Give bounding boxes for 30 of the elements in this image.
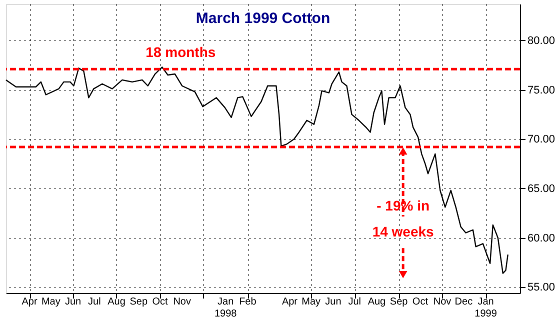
x-tick-label: Feb (239, 296, 257, 308)
x-tick-label: May (302, 296, 321, 308)
x-tick-label: Aug (108, 296, 126, 308)
annotation: 14 weeks (372, 223, 434, 240)
y-tick-label: 60.00 (528, 232, 556, 244)
x-tick-label: Apr (282, 296, 298, 308)
y-tick-label: 75.00 (528, 84, 556, 96)
x-tick-label: Apr (22, 296, 38, 308)
chart-title: March 1999 Cotton (196, 10, 330, 27)
x-tick-label: Sep (390, 296, 408, 308)
x-tick-label: May (41, 296, 60, 308)
x-tick-label: Jan 1998 (214, 296, 238, 320)
y-tick-label: 55.00 (528, 282, 556, 294)
x-tick-label: Nov (433, 296, 452, 308)
x-tick-label: Jun (64, 296, 82, 308)
x-tick-label: Aug (368, 296, 386, 308)
annotation: - 19% in (376, 197, 430, 214)
x-tick-label: Jul (88, 296, 101, 308)
x-tick-label: Dec (454, 296, 473, 308)
x-tick-label: Jan 1999 (474, 296, 498, 320)
x-tick-label: Sep (130, 296, 148, 308)
x-tick-label: Oct (152, 296, 168, 308)
x-tick-label: Oct (412, 296, 428, 308)
x-tick-label: Jun (325, 296, 342, 308)
y-tick-label: 65.00 (528, 182, 556, 195)
x-tick-label: Nov (173, 296, 191, 308)
x-tick-label: Jul (348, 296, 362, 308)
y-tick-label: 80.00 (528, 34, 556, 47)
annotation: 18 months (146, 44, 216, 60)
y-tick-label: 70.00 (528, 134, 556, 146)
